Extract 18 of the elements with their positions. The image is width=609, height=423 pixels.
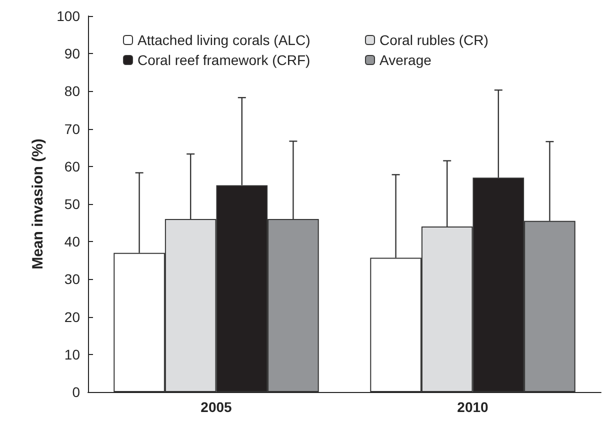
y-tick-label: 90	[64, 46, 80, 62]
y-tick-label: 0	[72, 384, 80, 400]
y-tick-label: 20	[64, 308, 80, 325]
x-tick-label: 2010	[457, 399, 489, 415]
y-tick-label: 40	[64, 234, 80, 250]
y-axis-title: Mean invasion (%)	[30, 138, 47, 270]
legend-label: Average	[380, 52, 432, 68]
x-tick-label: 2005	[200, 399, 232, 415]
y-tick-label: 70	[64, 120, 80, 137]
y-tick-label: 50	[64, 196, 80, 212]
y-tick-label: 10	[64, 346, 80, 362]
y-tick-label: 30	[64, 271, 80, 288]
y-tick-label: 60	[64, 158, 80, 174]
legend-label: Attached living corals (ALC)	[138, 32, 310, 48]
y-tick-label: 80	[64, 83, 80, 100]
legend-label: Coral reef framework (CRF)	[138, 52, 310, 68]
y-tick-label: 100	[56, 8, 80, 24]
legend-label: Coral rubles (CR)	[380, 32, 488, 48]
